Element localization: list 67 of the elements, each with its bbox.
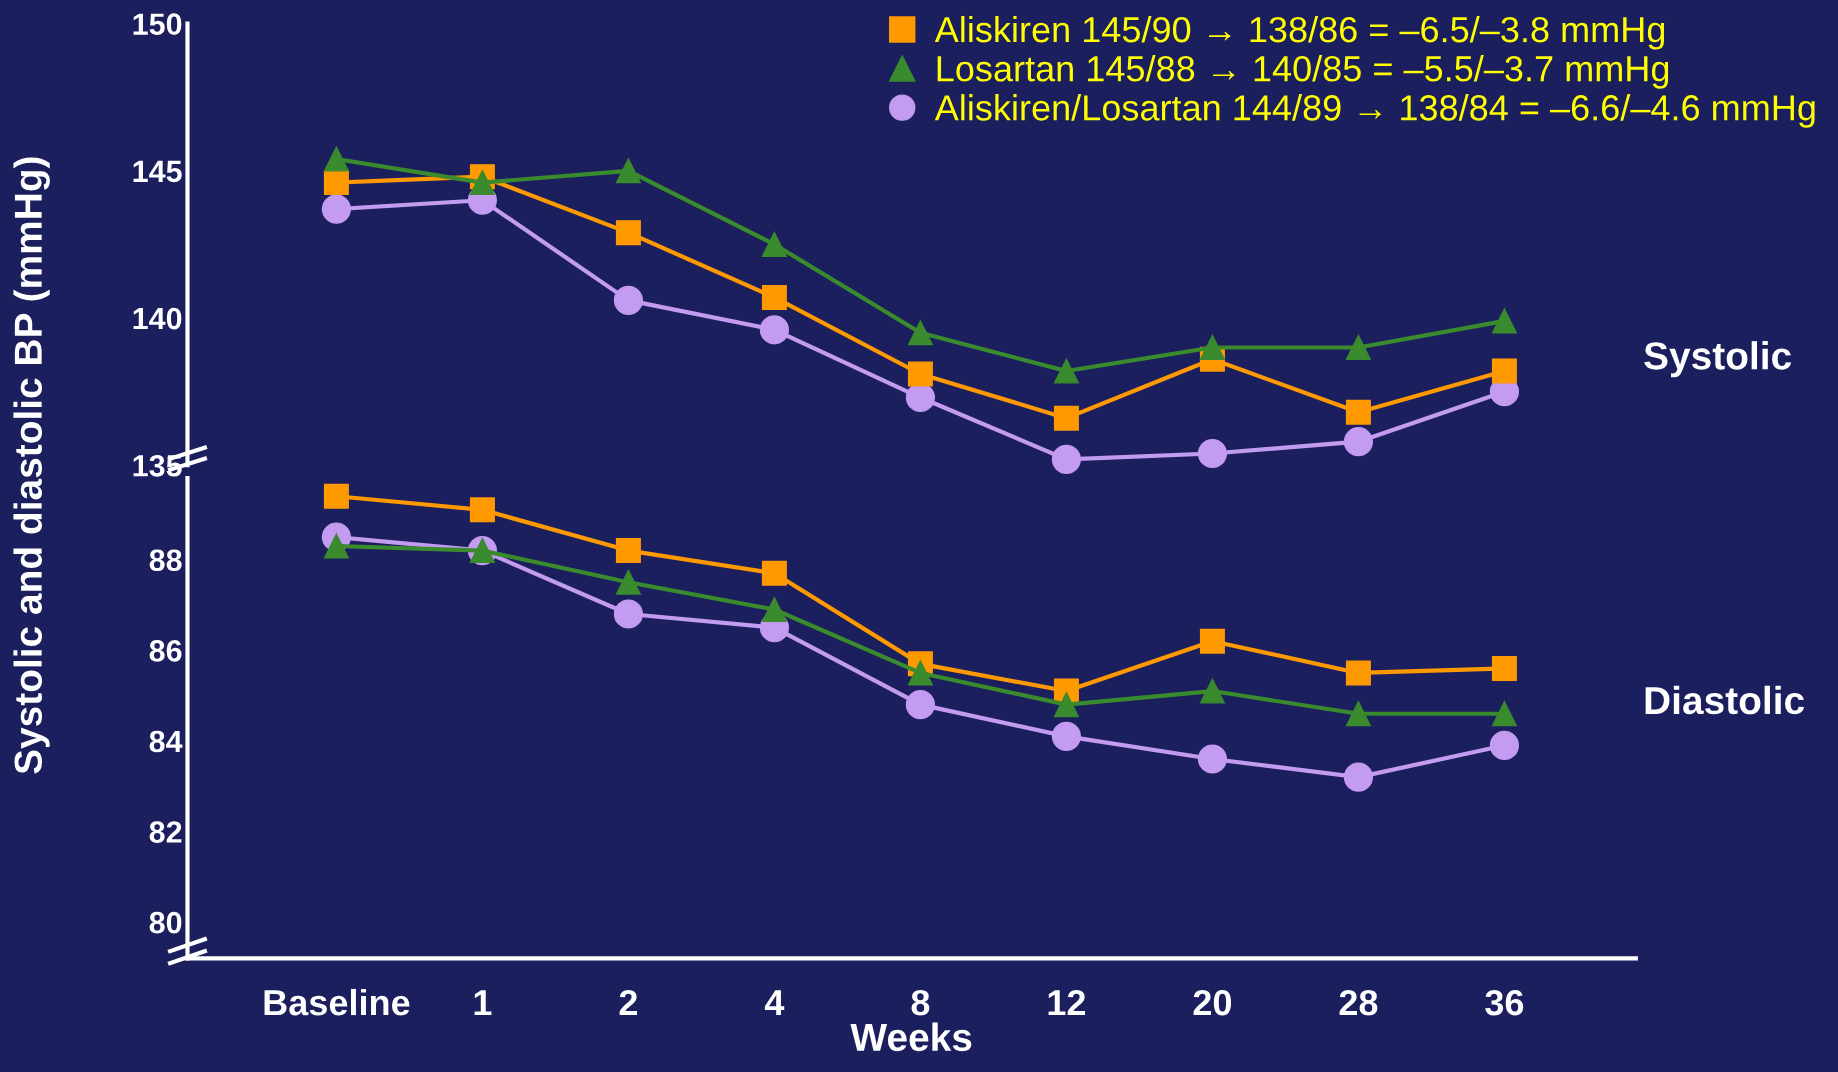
x-tick-label: 1 [474,990,492,1016]
point [323,170,349,196]
point [761,597,787,623]
x-tick-label: 20 [1193,989,1232,1016]
y-axis-title: Systolic and diastolic BP (mmHg) [13,157,50,774]
point [907,361,933,387]
point [1053,358,1079,384]
point [1199,678,1225,704]
x-tick-label: Baseline [264,988,410,1016]
point [469,170,495,196]
x-tick-label: 8 [911,989,930,1016]
legend-label: Aliskiren/Losartan 144/89 → 138/84 = –6.6/–4.6 mmHg [934,94,1815,128]
point [1053,692,1079,718]
point [469,497,495,523]
point [615,538,641,564]
x-tick-label: 28 [1339,989,1378,1016]
point [321,194,351,224]
point [761,231,787,257]
point [1197,438,1227,469]
text: Diastolic [1645,685,1805,715]
y-tick-label: 86 [149,640,182,662]
y-tick-label: 140 [133,307,182,330]
point [323,533,349,559]
y-tick-label: 150 [133,13,182,35]
point [1491,655,1517,681]
point [1345,660,1371,686]
point [1345,334,1371,360]
y-tick-label: 84 [149,730,183,753]
legend-label: Aliskiren 145/90 → 138/86 = –6.5/–3.8 mmHg [934,15,1665,50]
point [615,220,641,246]
y-tick-label: 80 [149,911,182,934]
point [1343,762,1373,792]
point [761,560,787,586]
x-tick-label: 36 [1485,989,1524,1016]
point [1343,427,1373,457]
point [1345,399,1371,425]
point [1197,744,1227,774]
point [1051,721,1081,751]
x-tick-label: 12 [1048,989,1086,1016]
point [759,315,789,345]
point [907,320,933,346]
point [1491,308,1517,334]
point [1345,701,1371,727]
point [1051,444,1081,474]
point [1489,730,1520,761]
y-tick-label: 82 [149,821,182,843]
point [761,284,787,310]
y-tick-label: 88 [149,549,182,572]
point [1199,628,1225,654]
point [1491,701,1517,727]
point [615,158,641,184]
point [615,569,641,595]
y-tick-label: 145 [133,160,182,183]
point [323,146,349,172]
point [905,690,935,720]
text: Systolic [1644,341,1792,378]
legend-label: Losartan 145/88 → 140/85 = –5.5/–3.7 mmHg [937,55,1669,89]
x-axis-title: Weeks [850,1022,972,1052]
point [323,483,349,509]
x-tick-label: 4 [764,990,785,1016]
point [613,599,643,629]
x-tick-label: 2 [619,989,637,1016]
point [613,285,643,315]
point [907,660,933,686]
point [1491,358,1517,384]
point [1053,405,1079,431]
point [1199,334,1225,360]
